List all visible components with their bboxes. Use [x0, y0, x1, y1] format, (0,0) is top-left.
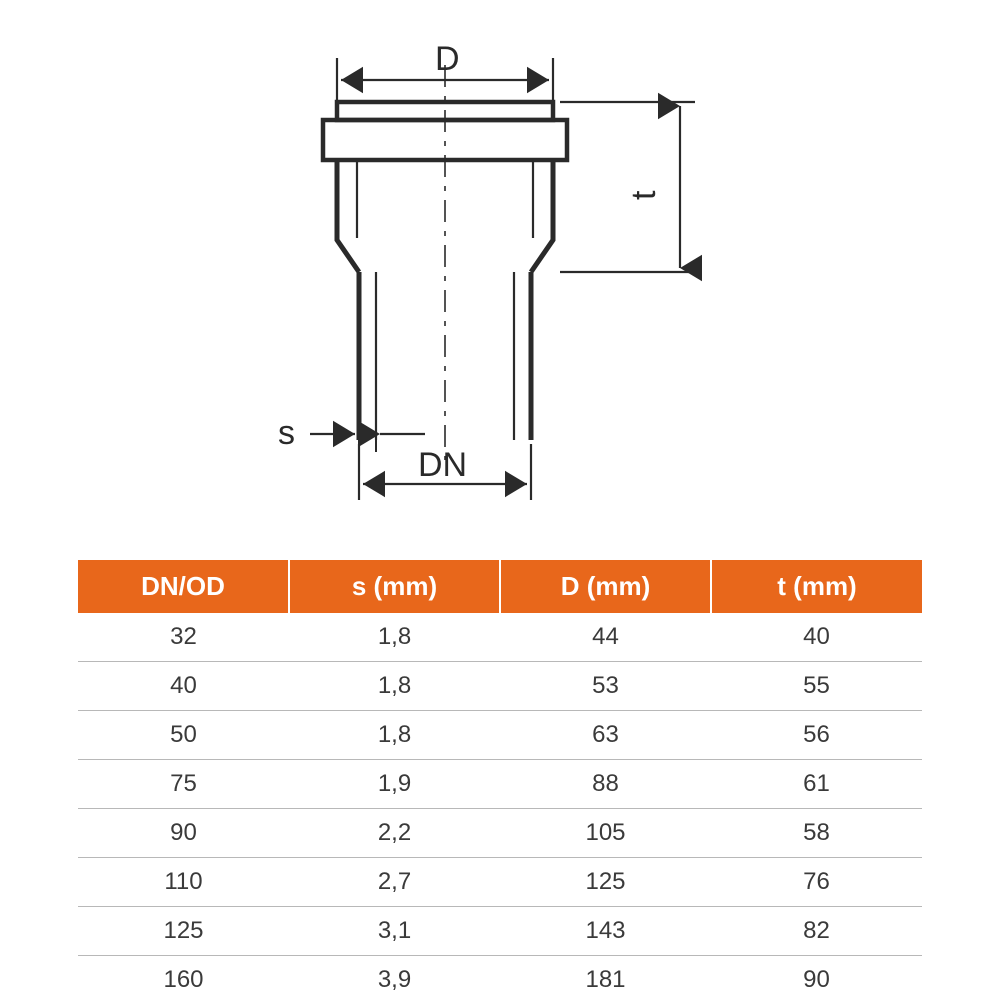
table-cell: 55	[711, 662, 922, 711]
table-row: 902,210558	[78, 809, 922, 858]
table-cell: 40	[711, 613, 922, 662]
table-cell: 75	[78, 760, 289, 809]
table-cell: 2,7	[289, 858, 500, 907]
table-row: 321,84440	[78, 613, 922, 662]
table-header-cell: D (mm)	[500, 560, 711, 613]
table-cell: 1,8	[289, 662, 500, 711]
table-header-row: DN/ODs (mm)D (mm)t (mm)	[78, 560, 922, 613]
table-cell: 3,9	[289, 956, 500, 1004]
table-cell: 53	[500, 662, 711, 711]
table-cell: 90	[78, 809, 289, 858]
table-cell: 160	[78, 956, 289, 1004]
label-t: t	[625, 190, 663, 200]
table-row: 1253,114382	[78, 907, 922, 956]
table-cell: 32	[78, 613, 289, 662]
table-cell: 90	[711, 956, 922, 1004]
table-cell: 3,1	[289, 907, 500, 956]
table-cell: 76	[711, 858, 922, 907]
pipe-diagram: D t s DN	[160, 40, 840, 520]
dimensions-table-wrapper: DN/ODs (mm)D (mm)t (mm) 321,84440401,853…	[78, 560, 922, 1004]
table-cell: 143	[500, 907, 711, 956]
table-row: 1603,918190	[78, 956, 922, 1004]
label-d: D	[435, 40, 460, 78]
table-cell: 58	[711, 809, 922, 858]
table-row: 1102,712576	[78, 858, 922, 907]
table-cell: 125	[78, 907, 289, 956]
table-cell: 44	[500, 613, 711, 662]
table-cell: 110	[78, 858, 289, 907]
dimensions-table: DN/ODs (mm)D (mm)t (mm) 321,84440401,853…	[78, 560, 922, 1004]
table-row: 751,98861	[78, 760, 922, 809]
table-cell: 1,8	[289, 613, 500, 662]
table-cell: 61	[711, 760, 922, 809]
table-cell: 40	[78, 662, 289, 711]
table-cell: 82	[711, 907, 922, 956]
table-header-cell: s (mm)	[289, 560, 500, 613]
table-row: 401,85355	[78, 662, 922, 711]
table-cell: 88	[500, 760, 711, 809]
pipe-svg: D t s DN	[160, 40, 840, 520]
table-header-cell: DN/OD	[78, 560, 289, 613]
table-cell: 1,8	[289, 711, 500, 760]
table-cell: 125	[500, 858, 711, 907]
table-cell: 181	[500, 956, 711, 1004]
table-cell: 1,9	[289, 760, 500, 809]
table-body: 321,84440401,85355501,86356751,98861902,…	[78, 613, 922, 1004]
table-header-cell: t (mm)	[711, 560, 922, 613]
table-cell: 56	[711, 711, 922, 760]
label-dn: DN	[418, 446, 467, 484]
table-cell: 105	[500, 809, 711, 858]
table-row: 501,86356	[78, 711, 922, 760]
label-s: s	[278, 414, 295, 452]
table-cell: 50	[78, 711, 289, 760]
table-cell: 63	[500, 711, 711, 760]
table-cell: 2,2	[289, 809, 500, 858]
